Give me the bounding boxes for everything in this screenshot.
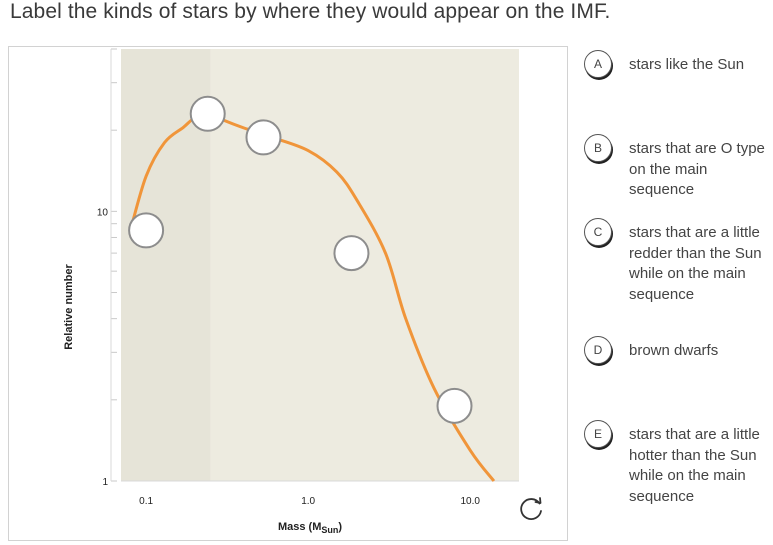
drop-target[interactable]	[189, 95, 226, 132]
answer-letter-badge[interactable]: B	[584, 134, 612, 162]
x-tick-label: 1.0	[301, 496, 315, 507]
x-tick-label: 10.0	[460, 496, 480, 507]
answer-text: stars that are a little redder than the …	[629, 224, 762, 303]
question-prompt: Label the kinds of stars by where they w…	[10, 0, 611, 23]
drop-target[interactable]	[333, 235, 370, 272]
x-axis-label: Mass (MSun)	[278, 521, 342, 535]
reset-icon[interactable]	[520, 497, 542, 520]
y-tick-label: 10	[97, 207, 109, 218]
answer-letter-badge[interactable]: D	[584, 336, 612, 364]
imf-chart-panel: 10 1 0.1 1.0 10.0 Mass (MSun) Relative number	[8, 46, 568, 541]
drop-target[interactable]	[245, 119, 282, 156]
imf-chart: 10 1 0.1 1.0 10.0 Mass (MSun) Relative number	[63, 48, 542, 535]
drop-target[interactable]	[436, 387, 473, 424]
answer-letter-badge[interactable]: C	[584, 218, 612, 246]
y-axis-label: Relative number	[63, 263, 75, 349]
answer-letter-badge[interactable]: A	[584, 50, 612, 78]
answer-text: stars that are O type on the main sequen…	[629, 140, 765, 198]
x-tick-label: 0.1	[139, 496, 153, 507]
answer-letter-badge[interactable]: E	[584, 420, 612, 448]
drop-target[interactable]	[128, 212, 165, 249]
answer-text: stars like the Sun	[629, 56, 745, 73]
answer-text: stars that are a little hotter than the …	[629, 426, 760, 505]
answer-text: brown dwarfs	[629, 342, 719, 359]
y-tick-label: 1	[102, 477, 108, 488]
